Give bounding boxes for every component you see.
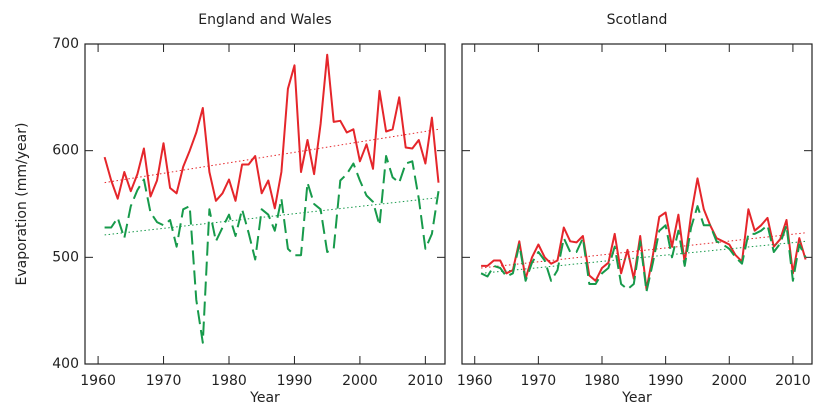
x-tick-label: 1980 <box>584 373 620 389</box>
y-tick-label: 500 <box>52 249 79 265</box>
y-tick-label: 600 <box>52 143 79 159</box>
data-line <box>103 53 440 210</box>
x-tick-label: 2010 <box>775 373 811 389</box>
x-tick-label: 1970 <box>146 373 182 389</box>
plot-frame <box>461 43 813 365</box>
y-tick-label: 700 <box>52 36 79 52</box>
trend-line <box>481 232 806 269</box>
panel-title: England and Wales <box>198 12 331 28</box>
x-tick-label: 2000 <box>711 373 747 389</box>
x-tick-label: 1960 <box>457 373 493 389</box>
y-axis-label: Evaporation (mm/year) <box>14 123 30 286</box>
x-tick-label: 2000 <box>342 373 378 389</box>
trend-line <box>104 128 439 184</box>
x-tick-label: 1970 <box>521 373 557 389</box>
trend-line <box>104 197 439 236</box>
x-tick-label: 1980 <box>211 373 247 389</box>
panel-title: Scotland <box>607 12 668 28</box>
y-tick-label: 400 <box>52 356 79 372</box>
plot-frame <box>84 43 446 365</box>
x-tick-label: 2010 <box>408 373 444 389</box>
data-line <box>104 155 440 344</box>
data-line <box>480 205 807 293</box>
x-tick-label: 1960 <box>80 373 116 389</box>
x-tick-label: 1990 <box>277 373 313 389</box>
x-axis-label: Year <box>249 390 280 406</box>
x-tick-label: 1990 <box>648 373 684 389</box>
x-axis-label: Year <box>621 390 652 406</box>
